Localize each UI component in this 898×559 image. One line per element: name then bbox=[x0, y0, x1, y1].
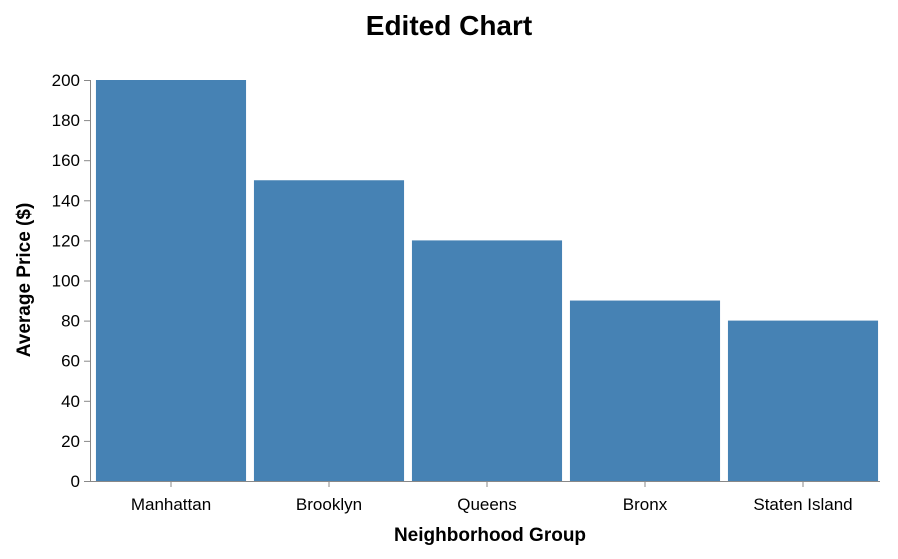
x-tick-label-queens: Queens bbox=[457, 495, 517, 514]
y-tick-label-0: 0 bbox=[71, 472, 80, 491]
y-tick-label-60: 60 bbox=[61, 352, 80, 371]
x-tick-label-brooklyn: Brooklyn bbox=[296, 495, 362, 514]
y-tick-label-200: 200 bbox=[52, 71, 80, 90]
x-axis-title: Neighborhood Group bbox=[394, 525, 586, 546]
bar-staten-island bbox=[727, 320, 879, 481]
y-tick-label-20: 20 bbox=[61, 432, 80, 451]
bar-bronx bbox=[569, 300, 721, 481]
chart-title: Edited Chart bbox=[366, 10, 532, 41]
x-tick-label-bronx: Bronx bbox=[623, 495, 668, 514]
x-tick-label-manhattan: Manhattan bbox=[131, 495, 211, 514]
y-tick-label-160: 160 bbox=[52, 151, 80, 170]
y-tick-label-100: 100 bbox=[52, 272, 80, 291]
bar-queens bbox=[411, 240, 563, 481]
y-axis: 0 20 40 60 80 100 120 140 160 180 200 bbox=[52, 71, 91, 491]
x-axis: Manhattan Brooklyn Queens Bronx Staten Islan… bbox=[90, 481, 880, 514]
bar-brooklyn bbox=[253, 180, 405, 481]
y-tick-label-120: 120 bbox=[52, 231, 80, 250]
y-axis-title: Average Price ($) bbox=[14, 203, 35, 358]
y-tick-label-180: 180 bbox=[52, 111, 80, 130]
y-tick-label-80: 80 bbox=[61, 312, 80, 331]
bars-group bbox=[95, 80, 879, 481]
y-tick-label-140: 140 bbox=[52, 191, 80, 210]
x-tick-label-staten-island: Staten Island bbox=[753, 495, 852, 514]
y-tick-label-40: 40 bbox=[61, 392, 80, 411]
bar-manhattan bbox=[95, 80, 247, 481]
